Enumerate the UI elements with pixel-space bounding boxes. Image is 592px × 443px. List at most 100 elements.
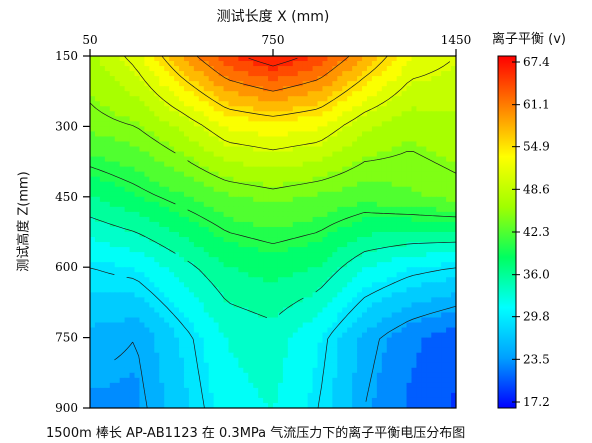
contour-cell xyxy=(352,61,358,67)
contour-cell xyxy=(386,226,393,233)
contour-cell xyxy=(198,56,205,62)
contour-cell xyxy=(282,176,289,183)
contour-cell xyxy=(183,76,190,82)
contour-cell xyxy=(332,101,338,107)
contour-cell xyxy=(371,86,378,92)
contour-cell xyxy=(90,211,96,218)
contour-cell xyxy=(119,367,126,374)
contour-cell xyxy=(179,347,185,354)
contour-cell xyxy=(193,327,200,334)
contour-cell xyxy=(183,206,190,213)
contour-cell xyxy=(124,257,131,263)
contour-cell xyxy=(406,312,413,319)
contour-cell xyxy=(307,277,314,283)
contour-cell xyxy=(386,191,393,198)
contour-cell xyxy=(342,161,348,168)
contour-cell xyxy=(416,56,422,62)
contour-cell xyxy=(406,372,413,379)
contour-cell xyxy=(188,96,195,102)
contour-cell xyxy=(179,116,185,122)
contour-cell xyxy=(154,327,160,334)
contour-cell xyxy=(94,352,101,359)
contour-cell xyxy=(352,312,358,319)
contour-cell xyxy=(431,337,437,344)
contour-cell xyxy=(134,297,141,303)
contour-cell xyxy=(342,156,348,163)
contour-cell xyxy=(203,146,210,153)
contour-cell xyxy=(188,91,195,97)
contour-cell xyxy=(277,282,284,288)
contour-cell xyxy=(149,91,155,97)
contour-cell xyxy=(114,181,121,188)
contour-cell xyxy=(124,111,131,117)
contour-cell xyxy=(436,377,442,384)
contour-cell xyxy=(362,156,368,163)
contour-cell xyxy=(174,297,180,303)
contour-cell xyxy=(273,136,279,143)
contour-cell xyxy=(164,312,170,319)
contour-cell xyxy=(292,352,299,359)
contour-cell xyxy=(441,81,447,87)
contour-cell xyxy=(183,362,190,369)
contour-cell xyxy=(277,156,284,163)
contour-cell xyxy=(352,302,358,309)
contour-cell xyxy=(406,131,413,138)
contour-cell xyxy=(352,136,358,143)
contour-cell xyxy=(169,352,175,359)
contour-cell xyxy=(268,277,274,283)
contour-cell xyxy=(357,242,363,248)
contour-cell xyxy=(198,292,205,298)
contour-cell xyxy=(451,81,456,87)
contour-cell xyxy=(436,111,442,117)
contour-cell xyxy=(366,56,373,62)
contour-cell xyxy=(371,61,378,67)
contour-cell xyxy=(134,111,141,117)
contour-cell xyxy=(233,201,239,208)
contour-cell xyxy=(208,327,215,334)
contour-cell xyxy=(114,206,121,213)
contour-cell xyxy=(94,121,101,127)
contour-cell xyxy=(302,151,309,158)
contour-cell xyxy=(169,382,175,389)
contour-cell xyxy=(159,146,165,153)
contour-cell xyxy=(233,126,239,133)
contour-cell xyxy=(386,126,393,133)
contour-cell xyxy=(114,267,121,273)
contour-cell xyxy=(386,101,393,107)
contour-cell xyxy=(441,382,447,389)
contour-cell xyxy=(114,186,121,193)
contour-cell xyxy=(179,186,185,193)
contour-cell xyxy=(99,221,106,228)
contour-cell xyxy=(208,277,215,283)
contour-cell xyxy=(366,297,373,303)
contour-cell xyxy=(277,347,284,354)
contour-cell xyxy=(391,141,398,148)
contour-cell xyxy=(169,171,175,178)
contour-cell xyxy=(347,206,353,213)
contour-cell xyxy=(431,332,437,339)
contour-cell xyxy=(198,232,205,238)
contour-cell xyxy=(411,317,418,324)
contour-cell xyxy=(366,76,373,82)
contour-cell xyxy=(174,287,180,293)
contour-cell xyxy=(381,247,388,253)
contour-cell xyxy=(124,242,131,248)
contour-cell xyxy=(401,111,408,117)
contour-cell xyxy=(213,237,220,243)
contour-cell xyxy=(218,136,225,143)
contour-cell xyxy=(347,352,353,359)
contour-cell xyxy=(134,317,141,324)
contour-cell xyxy=(149,191,155,198)
contour-cell xyxy=(426,216,432,223)
contour-cell xyxy=(401,76,408,82)
contour-cell xyxy=(287,362,294,369)
contour-cell xyxy=(312,116,319,122)
contour-cell xyxy=(268,141,274,148)
contour-cell xyxy=(401,221,408,228)
contour-cell xyxy=(347,312,353,319)
contour-cell xyxy=(90,267,96,273)
contour-cell xyxy=(426,226,432,233)
contour-cell xyxy=(188,206,195,213)
contour-cell xyxy=(94,101,101,107)
contour-cell xyxy=(268,332,274,339)
